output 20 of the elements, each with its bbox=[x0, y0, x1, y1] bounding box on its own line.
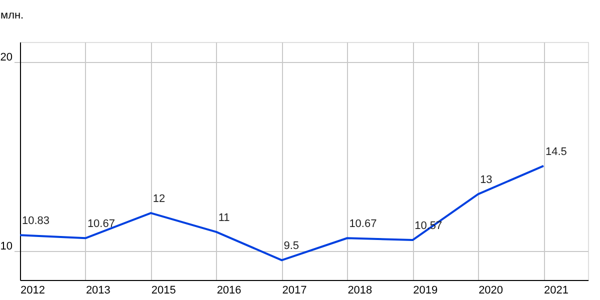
x-tick-label: 2020 bbox=[478, 284, 504, 296]
x-tick-label: 2012 bbox=[20, 284, 45, 296]
data-label: 12 bbox=[152, 193, 166, 206]
data-label: 10.67 bbox=[87, 218, 115, 230]
x-tick-label: 2021 bbox=[544, 284, 568, 296]
y-tick-label: 10 bbox=[0, 240, 12, 252]
y-axis-title: млн. bbox=[0, 10, 24, 22]
data-label: 11 bbox=[218, 212, 230, 224]
data-label: 9.5 bbox=[284, 240, 300, 252]
x-tick-label: 2013 bbox=[86, 284, 110, 296]
x-tick-label: 2015 bbox=[151, 284, 176, 296]
x-tick-label: 2016 bbox=[216, 284, 242, 296]
data-label: 10.67 bbox=[349, 218, 377, 230]
data-label: 13 bbox=[480, 174, 492, 186]
x-tick-label: 2018 bbox=[348, 284, 372, 296]
x-tick-label: 2017 bbox=[282, 284, 307, 296]
data-label: 10.83 bbox=[22, 215, 50, 228]
data-label: 14.5 bbox=[546, 146, 567, 158]
y-tick-label: 20 bbox=[0, 52, 12, 64]
x-tick-label: 2019 bbox=[413, 284, 438, 296]
